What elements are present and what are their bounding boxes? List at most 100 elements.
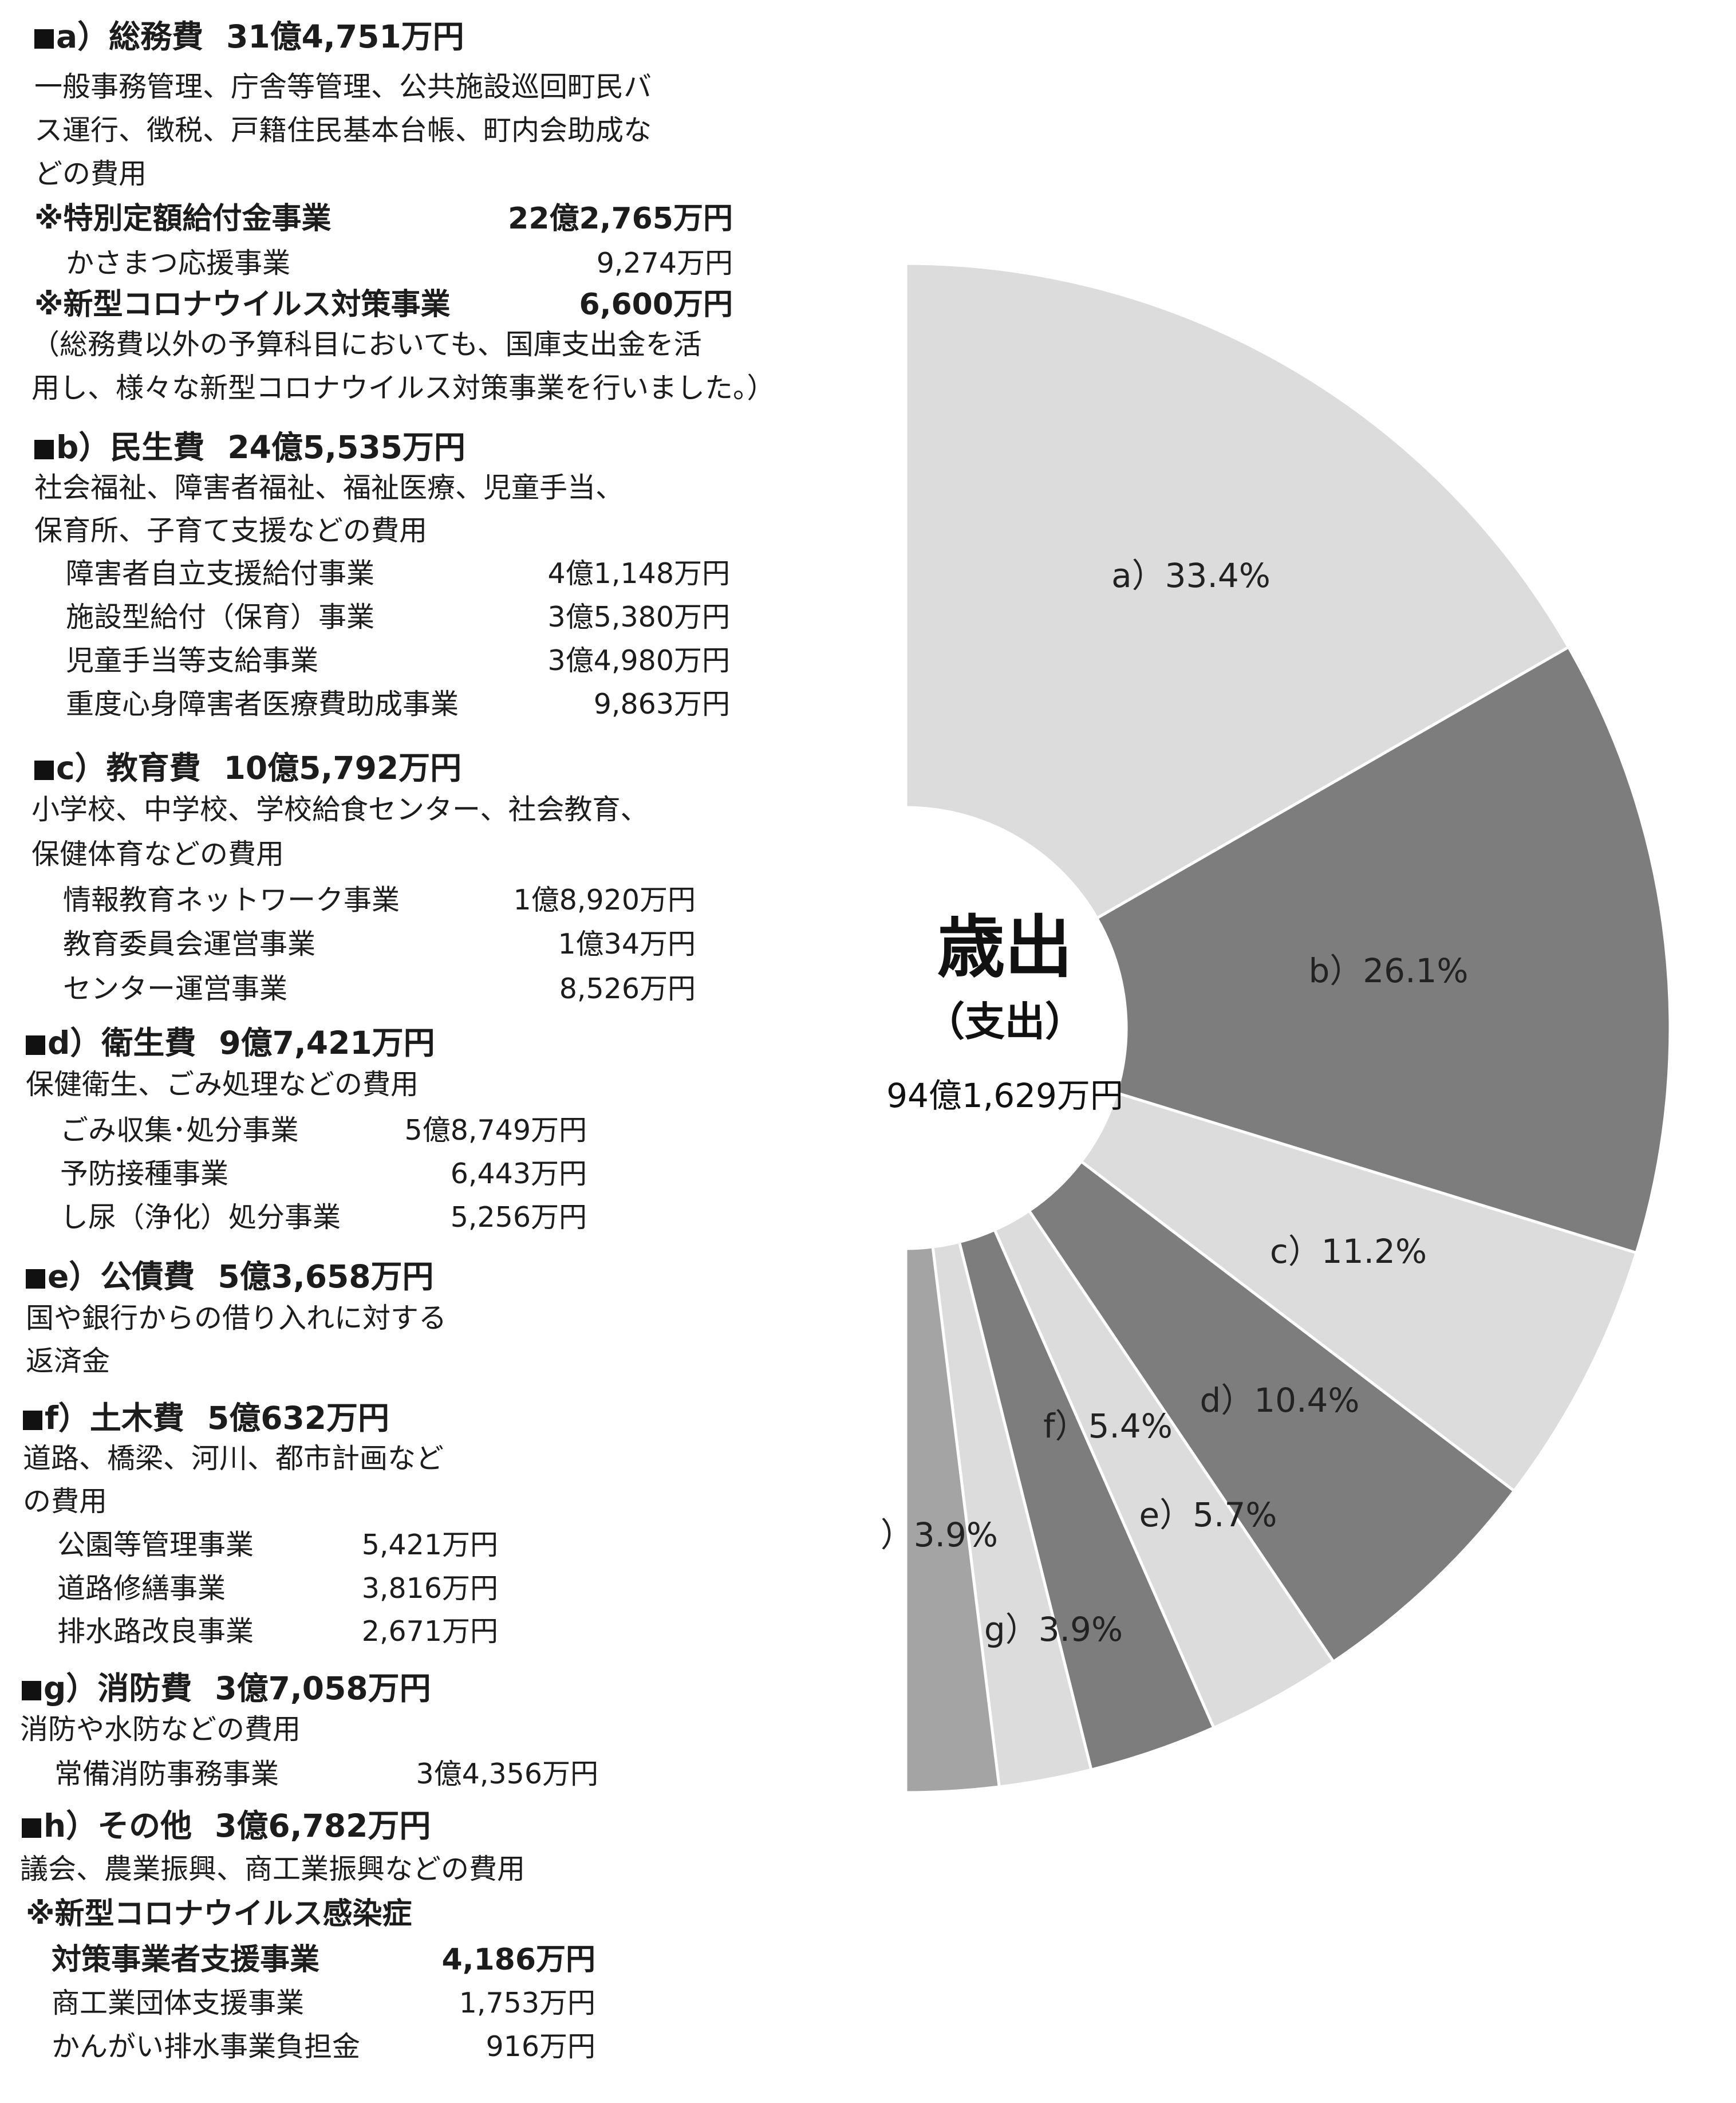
item-amount: 5,256万円: [450, 1201, 587, 1234]
category-description: どの費用: [34, 157, 147, 190]
slice-label-d: d）10.4%: [1200, 1381, 1359, 1420]
item-name: 重度心身障害者医療費助成事業: [66, 688, 459, 720]
slice-label-e: e）5.7%: [1139, 1495, 1277, 1534]
item-amount: 2,671万円: [361, 1615, 498, 1648]
category-description: 保健体育などの費用: [31, 838, 285, 871]
category-header-b: b）民生費 24億5,535万円: [34, 427, 465, 468]
category-header-c: c）教育費 10億5,792万円: [34, 747, 461, 789]
category-label: g）消防費: [44, 1670, 192, 1707]
item-name: し尿（浄化）処分事業: [60, 1201, 341, 1234]
center-total: 94億1,629万円: [886, 1076, 1123, 1115]
item-name: 障害者自立支援給付事業: [66, 557, 375, 590]
item-name: 排水路改良事業: [57, 1615, 254, 1648]
slice-c: [1079, 1091, 1639, 1493]
category-description: の費用: [23, 1485, 108, 1518]
square-bullet-icon: [34, 29, 54, 49]
item-name: 情報教育ネットワーク事業: [63, 884, 400, 916]
category-amount: 31億4,751万円: [226, 18, 464, 55]
category-label: h）その他: [44, 1807, 192, 1844]
category-header-f: f）土木費 5億632万円: [23, 1397, 389, 1439]
category-header-h: h）その他 3億6,782万円: [22, 1805, 431, 1846]
category-description: 道路、橋梁、河川、都市計画など: [23, 1442, 444, 1475]
item-amount: 22億2,765万円: [508, 202, 733, 236]
square-bullet-icon: [26, 1035, 45, 1055]
item-amount: 3億4,356万円: [416, 1758, 598, 1790]
slice-d: [1027, 1159, 1517, 1664]
category-label: b）民生費: [56, 429, 205, 466]
item-name: ※新型コロナウイルス感染症: [26, 1897, 412, 1931]
item-amount: 6,443万円: [450, 1157, 587, 1190]
category-label: e）公債費: [48, 1258, 195, 1295]
item-amount: 1億34万円: [558, 928, 696, 960]
slice-h: [904, 1245, 1001, 1794]
item-amount: 8,526万円: [559, 972, 696, 1005]
category-description: ス運行、徴税、戸籍住民基本台帳、町内会助成な: [34, 114, 652, 147]
slice-a: [904, 262, 1571, 920]
slice-label-f: f）5.4%: [1043, 1407, 1173, 1446]
item-name: かんがい排水事業負担金: [52, 2030, 361, 2063]
category-amount: 10億5,792万円: [223, 750, 462, 786]
square-bullet-icon: [34, 440, 54, 459]
slice-labels: a）33.4% b）26.1% c）11.2% d）10.4% e）5.7% f）5.4%…: [882, 556, 1469, 1649]
slice-label-h: h）3.9%: [882, 1515, 998, 1554]
category-amount: 3億6,782万円: [215, 1807, 431, 1844]
item-amount: 1,753万円: [459, 1987, 595, 2019]
category-label: a）総務費: [56, 18, 204, 55]
category-description: 議会、農業振興、商工業振興などの費用: [20, 1853, 526, 1885]
category-header-e: e）公債費 5億3,658万円: [26, 1256, 434, 1297]
category-breakdown: a）総務費 31億4,751万円一般事務管理、庁舎等管理、公共施設巡回町民バ ス運行…: [20, 18, 775, 2063]
item-amount: 5億8,749万円: [404, 1114, 587, 1147]
category-header-g: g）消防費 3億7,058万円: [22, 1668, 431, 1709]
square-bullet-icon: [34, 761, 54, 780]
item-name: 児童手当等支給事業: [66, 644, 319, 677]
item-amount: 6,600万円: [579, 288, 733, 322]
slice-label-g: g）3.9%: [984, 1610, 1123, 1649]
category-description: 一般事務管理、庁舎等管理、公共施設巡回町民バ: [34, 70, 652, 103]
item-amount: 3億4,980万円: [547, 644, 730, 677]
expenditure-chart: a）33.4% b）26.1% c）11.2% d）10.4% e）5.7% f）5.4%…: [882, 0, 1736, 2103]
square-bullet-icon: [26, 1269, 45, 1289]
category-amount: 5億3,658万円: [218, 1258, 434, 1295]
item-name: 教育委員会運営事業: [63, 928, 316, 960]
category-label: c）教育費: [56, 750, 201, 786]
item-amount: 916万円: [486, 2030, 595, 2063]
slice-label-c: c）11.2%: [1270, 1232, 1427, 1271]
category-description: 小学校、中学校、学校給食センター、社会教育、: [31, 793, 649, 826]
item-name: 常備消防事務事業: [54, 1758, 279, 1790]
slices: [904, 262, 1672, 1794]
item-amount: 3,816万円: [361, 1572, 498, 1605]
half-donut-chart: a）33.4% b）26.1% c）11.2% d）10.4% e）5.7% f）5.4%…: [882, 262, 1672, 1794]
slice-label-b: b）26.1%: [1308, 951, 1468, 990]
item-name: 道路修繕事業: [57, 1572, 226, 1605]
category-amount: 24億5,535万円: [227, 429, 465, 466]
item-name: 商工業団体支援事業: [52, 1987, 305, 2019]
item-name: ごみ収集･処分事業: [60, 1114, 299, 1147]
item-amount: 4億1,148万円: [547, 557, 730, 590]
category-description: 社会福祉、障害者福祉、福祉医療、児童手当、: [34, 471, 624, 504]
item-name: 予防接種事業: [60, 1157, 229, 1190]
category-label: d）衛生費: [48, 1025, 196, 1061]
item-name: 公園等管理事業: [57, 1529, 254, 1561]
center-title: 歳出: [937, 908, 1072, 987]
category-description: 返済金: [26, 1345, 111, 1377]
category-description: 保育所、子育て支援などの費用: [34, 514, 428, 547]
slice-b: [1095, 645, 1672, 1255]
item-name: かさまつ応援事業: [66, 247, 291, 279]
item-amount: 3億5,380万円: [547, 601, 730, 633]
square-bullet-icon: [22, 1681, 41, 1700]
category-description: 消防や水防などの費用: [20, 1713, 301, 1746]
item-name: 対策事業者支援事業: [52, 1943, 320, 1977]
category-label: f）土木費: [45, 1400, 184, 1436]
square-bullet-icon: [22, 1818, 41, 1838]
item-amount: 5,421万円: [361, 1529, 498, 1561]
slice-label-a: a）33.4%: [1111, 556, 1271, 595]
item-name: 施設型給付（保育）事業: [66, 601, 375, 633]
category-header-d: d）衛生費 9億7,421万円: [26, 1022, 435, 1064]
item-name: ※新型コロナウイルス対策事業: [34, 288, 451, 322]
item-amount: 4,186万円: [441, 1943, 595, 1977]
square-bullet-icon: [23, 1411, 42, 1430]
item-amount: 9,274万円: [596, 247, 733, 279]
category-amount: 9億7,421万円: [219, 1025, 435, 1061]
category-description: 保健衛生、ごみ処理などの費用: [26, 1068, 419, 1101]
category-note: （総務費以外の予算科目においても、国庫支出金を活: [31, 328, 702, 361]
